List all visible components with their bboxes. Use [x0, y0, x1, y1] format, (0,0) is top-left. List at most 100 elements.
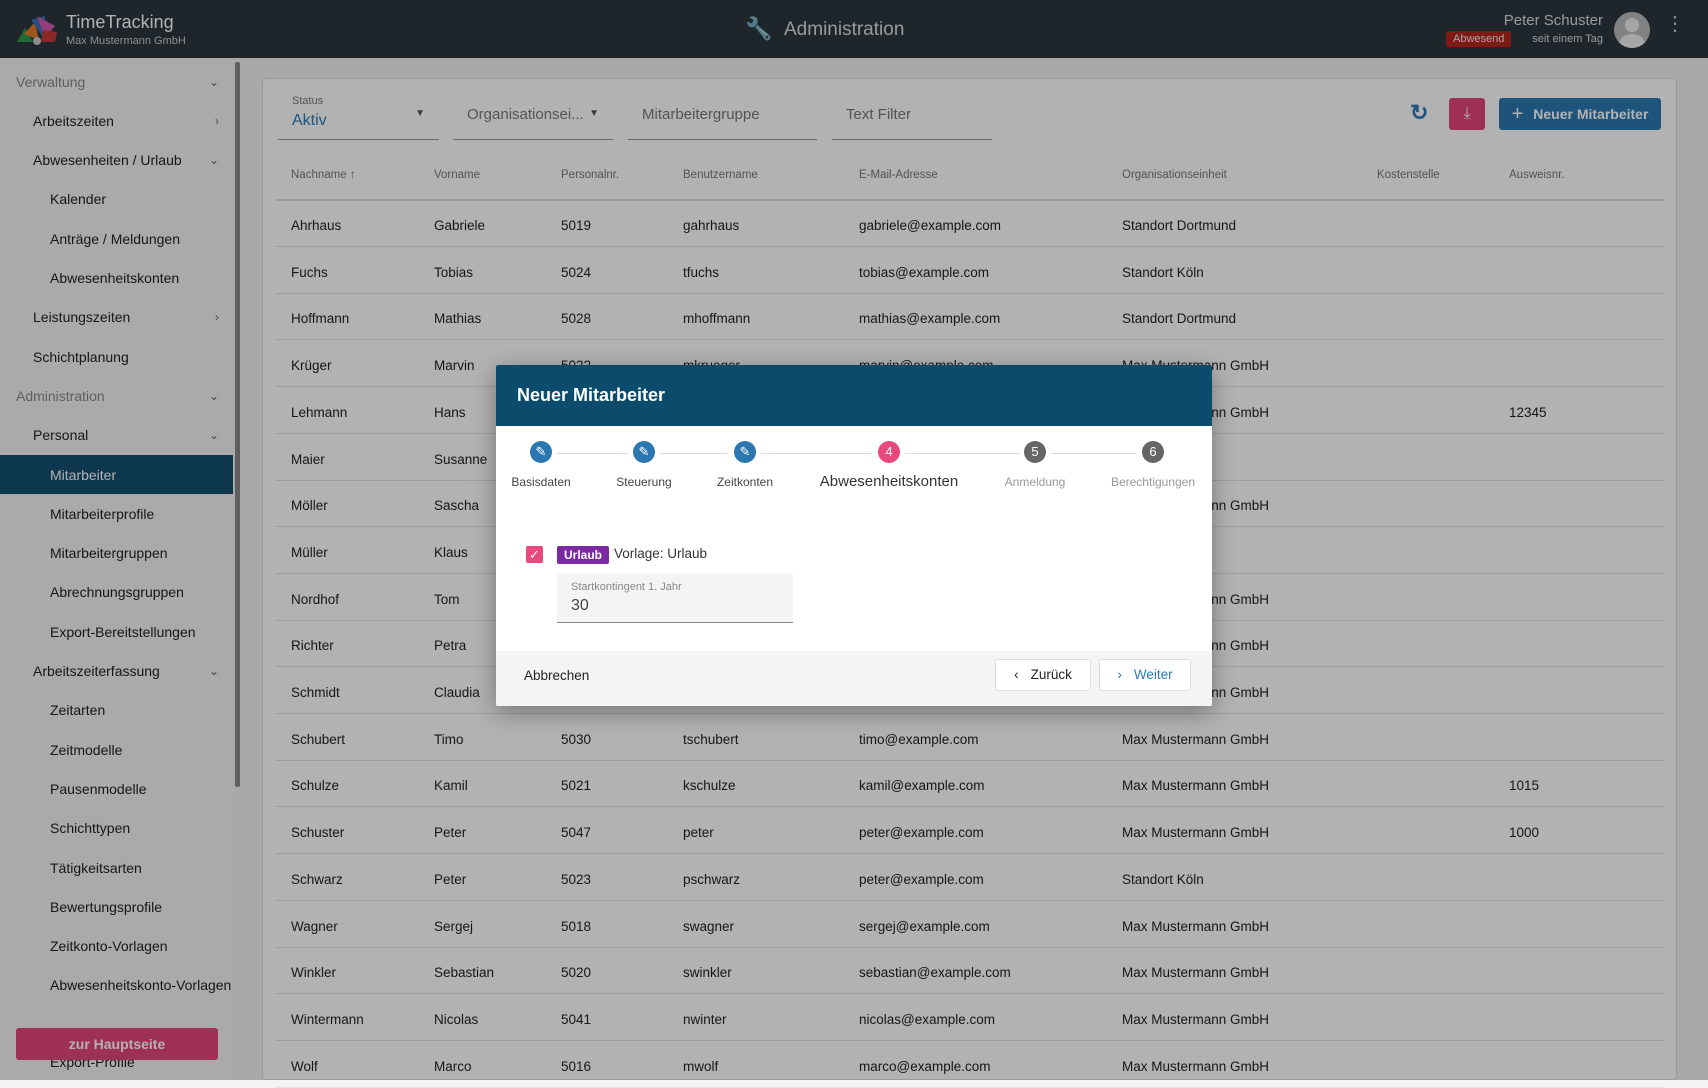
start-quota-value: 30 [571, 597, 589, 614]
sidebar-section[interactable]: Administration ⌄ [0, 376, 233, 415]
column-header[interactable]: Organisationseinheit [1122, 169, 1227, 181]
table-cell: Max Mustermann GmbH [1122, 965, 1270, 981]
sidebar-item[interactable]: Mitarbeitergruppen [0, 534, 233, 573]
table-row[interactable]: Winkler Sebastian 5020 swinkler sebastian@ex… [276, 947, 1664, 995]
back-button[interactable]: ‹ Zurück [995, 659, 1091, 691]
step-connector [905, 453, 1019, 454]
status-value: Aktiv [292, 112, 327, 129]
cancel-button[interactable]: Abbrechen [524, 668, 590, 683]
table-cell: swagner [683, 918, 735, 934]
start-quota-field[interactable]: Startkontingent 1. Jahr 30 [557, 573, 793, 623]
sidebar-item[interactable]: Arbeitszeiterfassung ⌄ [0, 652, 233, 691]
sidebar-item[interactable]: Mitarbeiterprofile [0, 494, 233, 533]
table-cell: tschubert [683, 731, 739, 747]
table-cell: Schuster [291, 825, 345, 841]
column-header[interactable]: Nachname ↑ [291, 169, 356, 181]
table-cell: 5028 [561, 311, 592, 327]
table-cell: Nordhof [291, 591, 340, 607]
table-row[interactable]: Fuchs Tobias 5024 tfuchs tobias@example.com S… [276, 247, 1664, 294]
column-header[interactable]: Ausweisnr. [1509, 169, 1565, 181]
step-edit-icon[interactable]: ✎ [734, 441, 756, 463]
new-employee-button[interactable]: + Neuer Mitarbeiter [1499, 98, 1661, 130]
sidebar-section[interactable]: Verwaltung ⌄ [0, 62, 233, 101]
urlaub-chip: Urlaub [557, 546, 610, 564]
chevron-down-icon: ⌄ [208, 74, 219, 89]
table-cell: Sergej [434, 918, 474, 934]
step-number[interactable]: 5 [1024, 441, 1046, 463]
table-cell: marco@example.com [859, 1058, 991, 1074]
sidebar-item-label: Zeitkonto-Vorlagen [50, 938, 168, 955]
sidebar-item[interactable]: Zeitarten [0, 691, 233, 730]
table-row[interactable]: Ahrhaus Gabriele 5019 gahrhaus gabriele@exam… [276, 200, 1664, 247]
table-row[interactable]: Schulze Kamil 5021 kschulze kamil@example.co… [276, 760, 1664, 808]
step-number[interactable]: 6 [1142, 441, 1164, 463]
table-cell: Lehmann [291, 404, 348, 420]
home-button[interactable]: zur Hauptseite [16, 1028, 218, 1060]
sidebar-item[interactable]: Kalender [0, 180, 233, 219]
column-header[interactable]: Benutzername [683, 169, 758, 181]
next-button[interactable]: › Weiter [1099, 659, 1191, 691]
table-row[interactable]: Wintermann Nicolas 5041 nwinter nicolas@exam… [276, 994, 1664, 1041]
column-header[interactable]: E-Mail-Adresse [859, 169, 938, 181]
status-filter[interactable]: Status Aktiv ▼ [278, 92, 439, 140]
sidebar-item[interactable]: Anträge / Meldungen [0, 219, 233, 258]
chevron-right-icon: › [215, 113, 219, 128]
table-row[interactable]: Schubert Timo 5030 tschubert timo@example.co… [276, 714, 1664, 761]
table-row[interactable]: Schwarz Peter 5023 pschwarz peter@example.co… [276, 854, 1664, 901]
download-button[interactable]: ⤓ [1449, 98, 1485, 130]
company-name: Max Mustermann GmbH [66, 35, 186, 47]
template-text: Vorlage: Urlaub [614, 546, 708, 561]
table-row[interactable]: Hoffmann Mathias 5028 mhoffmann mathias@exam… [276, 293, 1664, 341]
table-cell: 5020 [561, 965, 592, 981]
group-filter[interactable]: Mitarbeitergruppe [628, 92, 817, 140]
table-cell: Max Mustermann GmbH [1122, 918, 1270, 934]
sidebar-item[interactable]: Mitarbeiter [0, 455, 233, 494]
text-filter-placeholder: Text Filter [846, 106, 912, 123]
org-filter[interactable]: Organisationsei... ▼ [453, 92, 613, 140]
sidebar-item[interactable]: Abrechnungsgruppen [0, 573, 233, 612]
table-cell: Susanne [434, 451, 488, 467]
text-filter-input[interactable]: Text Filter [832, 92, 992, 140]
column-header[interactable]: Kostenstelle [1377, 169, 1440, 181]
sidebar-item[interactable]: Bewertungsprofile [0, 887, 233, 926]
table-cell: Kamil [434, 778, 468, 794]
sidebar-scrollbar[interactable] [235, 62, 240, 787]
refresh-icon[interactable]: ↻ [1410, 100, 1429, 125]
more-menu-icon[interactable]: ⋮ [1665, 13, 1685, 35]
avatar[interactable] [1614, 12, 1650, 48]
sidebar-item[interactable]: Abwesenheiten / Urlaub ⌄ [0, 141, 233, 180]
column-header[interactable]: Personalnr. [561, 169, 620, 181]
step-edit-icon[interactable]: ✎ [633, 441, 655, 463]
table-cell: Sebastian [434, 965, 495, 981]
table-cell: Timo [434, 731, 464, 747]
sidebar-item[interactable]: Abwesenheitskonto-Vorlagen [0, 966, 233, 1005]
sidebar-item-label: Arbeitszeiten [33, 112, 114, 129]
sidebar-item-label: Verwaltung [16, 73, 86, 90]
urlaub-checkbox[interactable]: ✓ [526, 546, 543, 563]
chevron-down-icon: ⌄ [208, 388, 219, 403]
sidebar-item[interactable]: Schichtplanung [0, 337, 233, 376]
dialog-footer: Abbrechen ‹ Zurück › Weiter [496, 651, 1212, 706]
sidebar-item[interactable]: Tätigkeitsarten [0, 848, 233, 887]
sidebar-item[interactable]: Personal ⌄ [0, 416, 233, 455]
table-cell: pschwarz [683, 871, 741, 887]
sidebar-item[interactable]: Leistungszeiten › [0, 298, 233, 337]
table-row[interactable]: Schuster Peter 5047 peter peter@example.com M… [276, 807, 1664, 855]
sidebar-item[interactable]: Zeitkonto-Vorlagen [0, 927, 233, 966]
sidebar-item[interactable]: Abwesenheitskonten [0, 259, 233, 298]
table-cell: 5016 [561, 1058, 592, 1074]
sidebar-item-label: Abrechnungsgruppen [50, 584, 184, 601]
sidebar-item[interactable]: Arbeitszeiten › [0, 101, 233, 140]
sidebar-item[interactable]: Schichttypen [0, 809, 233, 848]
chevron-left-icon: ‹ [1014, 667, 1019, 682]
table-row[interactable]: Wagner Sergej 5018 swagner sergej@example.co… [276, 901, 1664, 948]
sidebar-item[interactable]: Export-Bereitstellungen [0, 612, 233, 651]
step-edit-icon[interactable]: ✎ [530, 441, 552, 463]
column-header[interactable]: Vorname [434, 169, 481, 181]
chevron-right-icon: › [1117, 667, 1122, 682]
step-number[interactable]: 4 [878, 441, 900, 463]
sidebar-item[interactable]: Zeitmodelle [0, 730, 233, 769]
sidebar-item-label: Zeitarten [50, 702, 106, 719]
sidebar-item[interactable]: Pausenmodelle [0, 769, 233, 808]
table-cell: mhoffmann [683, 311, 751, 327]
